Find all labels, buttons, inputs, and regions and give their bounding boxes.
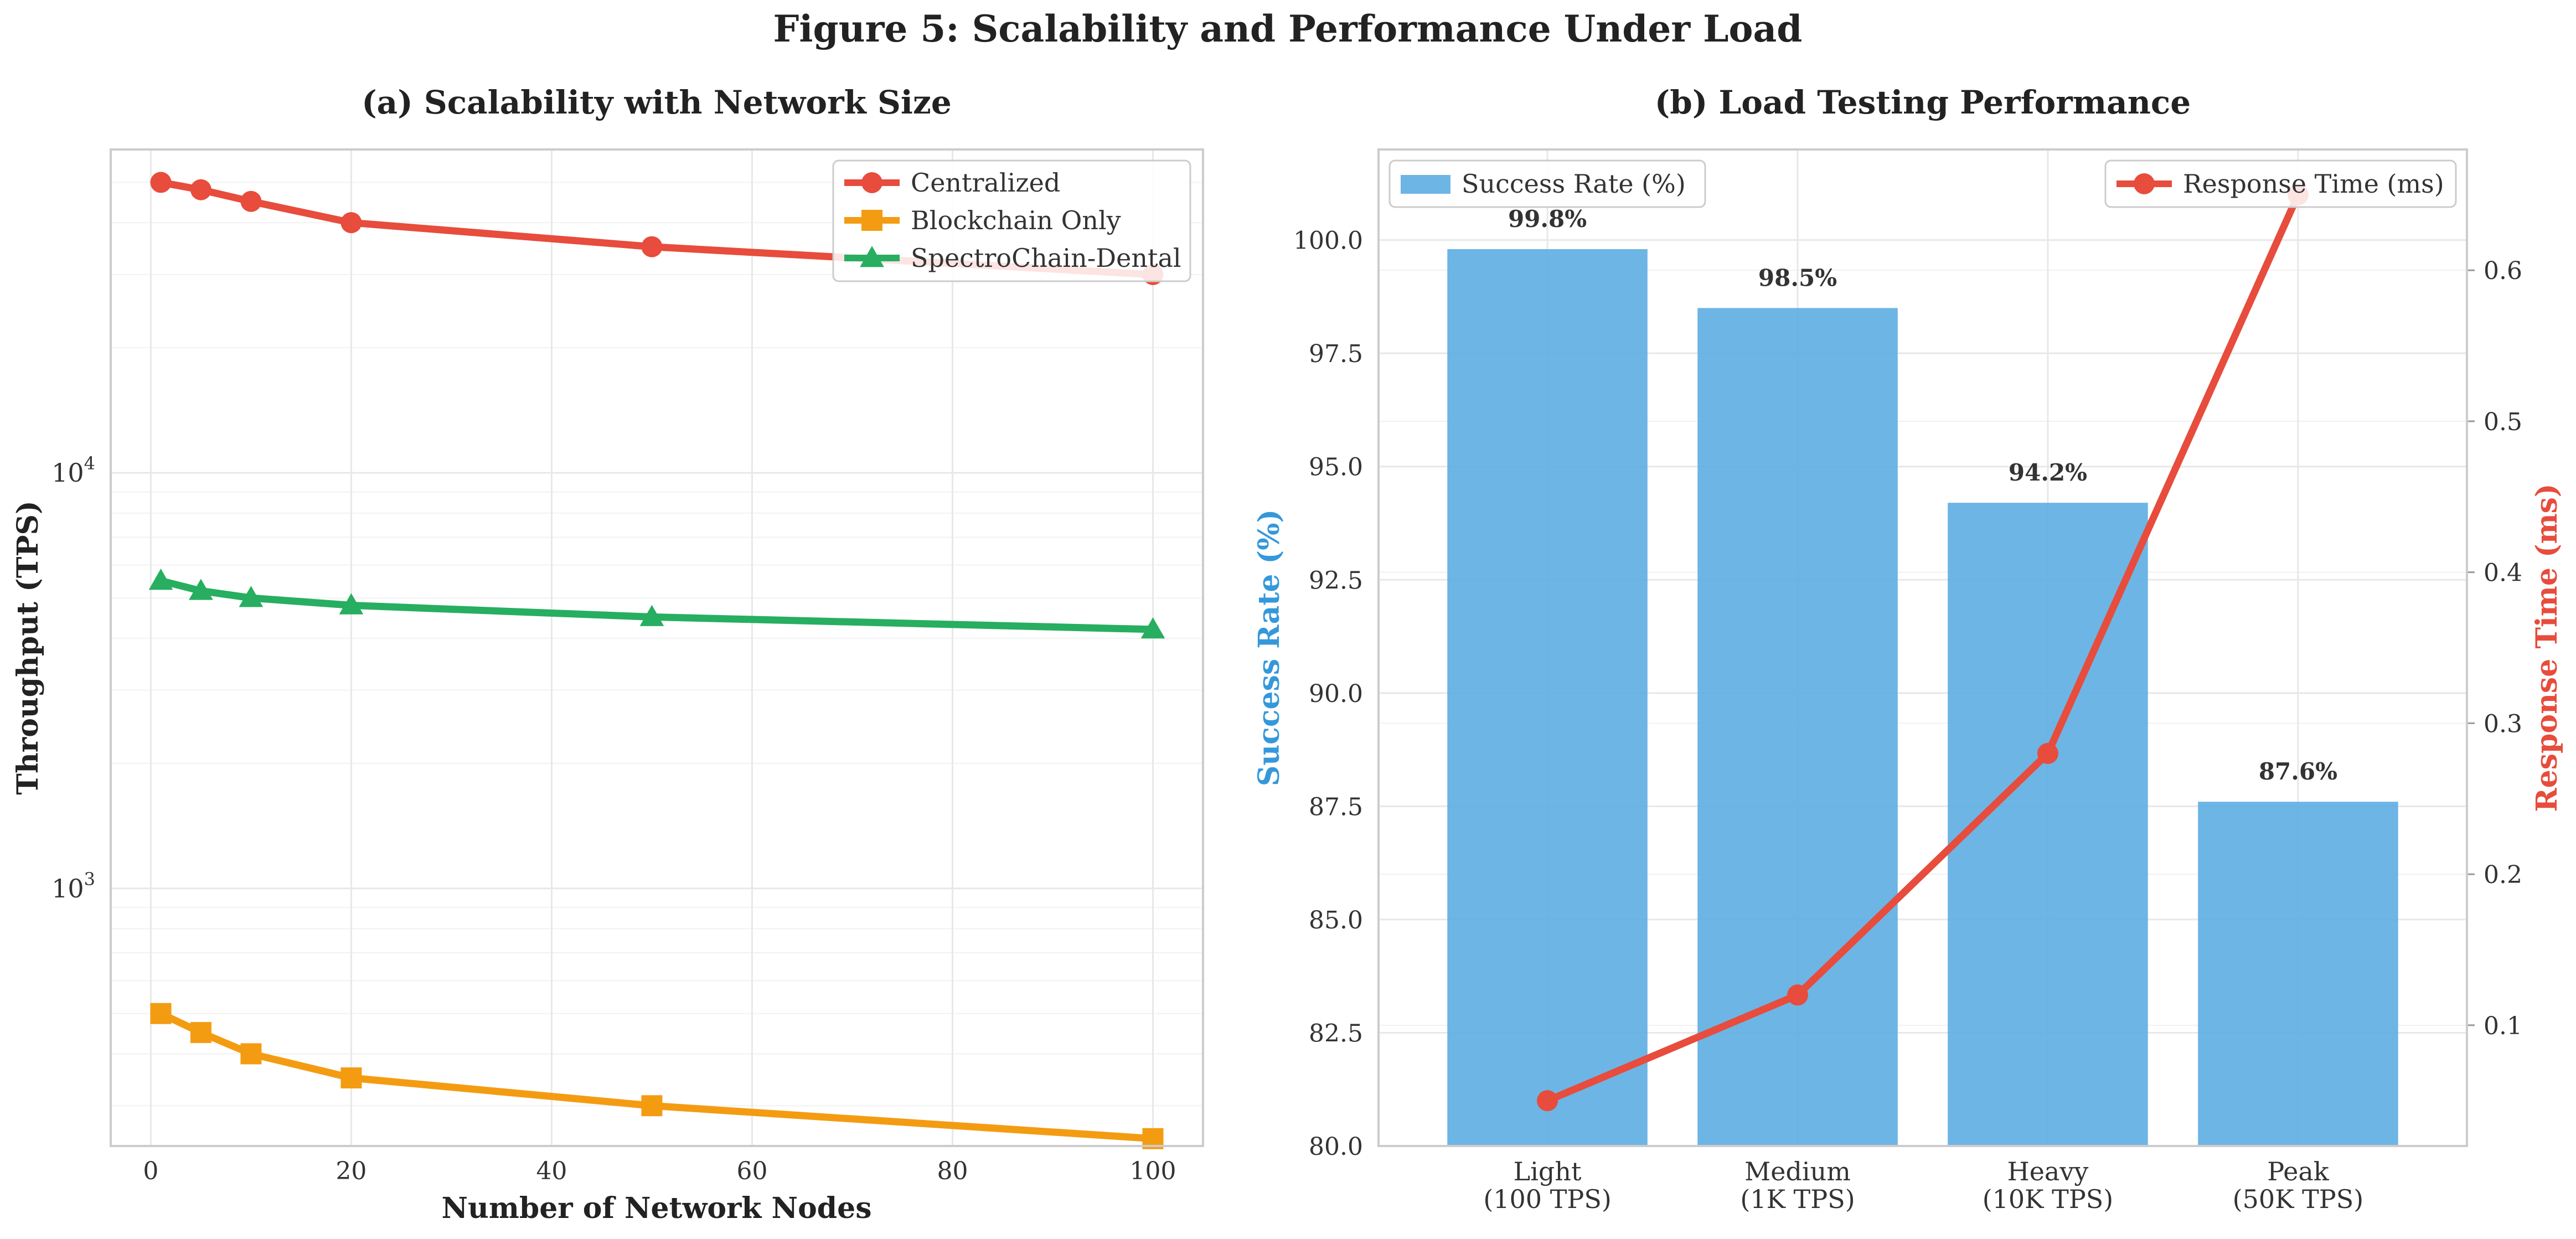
- data-point: [639, 605, 664, 626]
- panel-b-y2-axis-label: Response Time (ms): [2530, 483, 2564, 812]
- series-blockchain-only: [150, 1003, 1164, 1149]
- series-spectrochain-dental: [148, 569, 1165, 639]
- x-tick-label: 20: [335, 1157, 366, 1185]
- y2-tick-label: 0.6: [2484, 257, 2522, 285]
- panel-a-legend: Centralized Blockchain Only SpectroChain-D…: [832, 159, 1191, 282]
- y2-tick-label: 0.4: [2484, 559, 2522, 587]
- legend-box: [832, 159, 1191, 282]
- bar-value-label: 94.2%: [2009, 459, 2087, 486]
- panel-a-title: (a) Scalability with Network Size: [362, 84, 952, 121]
- data-point: [239, 586, 264, 607]
- data-point: [1140, 617, 1165, 639]
- panel-a-x-axis-label: Number of Network Nodes: [441, 1191, 871, 1225]
- y-tick-label: 95.0: [1309, 453, 1363, 482]
- panel-a-scalability: (a) Scalability with Network Size 0 20 40 6…: [11, 84, 1204, 1225]
- x-tick-sublabel: (100 TPS): [1483, 1184, 1611, 1214]
- x-tick-sublabel: (10K TPS): [1983, 1184, 2114, 1214]
- panel-a-y-axis-label: Throughput (TPS): [11, 500, 45, 794]
- legend-bar-swatch: [1401, 175, 1450, 194]
- legend-marker: [861, 210, 882, 231]
- y2-tick-label: 0.2: [2484, 861, 2522, 889]
- x-tick-sublabel: (1K TPS): [1740, 1184, 1855, 1214]
- panel-b-title: (b) Load Testing Performance: [1655, 84, 2191, 121]
- y2-tick-label: 0.5: [2484, 408, 2522, 436]
- data-point: [641, 236, 663, 257]
- x-tick-label: 80: [937, 1157, 968, 1185]
- legend-right-box: [2104, 159, 2457, 208]
- y2-tick-label: 0.1: [2484, 1012, 2522, 1040]
- x-tick-sublabel: (50K TPS): [2233, 1184, 2364, 1214]
- data-point: [150, 172, 172, 193]
- x-tick-label: 40: [536, 1157, 567, 1185]
- response-time-point: [1787, 984, 1809, 1006]
- data-point: [148, 569, 173, 590]
- legend-marker: [2134, 173, 2155, 194]
- legend-left-box: [1388, 159, 1706, 208]
- series-line: [157, 577, 1157, 633]
- x-tick-label: 100: [1130, 1157, 1176, 1185]
- y-tick-label: 92.5: [1309, 566, 1363, 595]
- data-point: [150, 1003, 172, 1024]
- data-point: [339, 593, 364, 615]
- y-tick-label: 97.5: [1309, 340, 1363, 368]
- x-tick-label: Peak: [2267, 1157, 2330, 1186]
- data-point: [641, 1095, 663, 1117]
- y-tick-label: 103: [51, 869, 95, 904]
- bar: [1697, 308, 1898, 1146]
- panel-b-frame: [1377, 148, 2468, 1147]
- x-tick-label: 60: [736, 1157, 767, 1185]
- bar-value-label: 87.6%: [2259, 758, 2337, 785]
- x-tick-label: Heavy: [2007, 1157, 2089, 1186]
- y-tick-label: 80.0: [1309, 1133, 1363, 1161]
- y-tick-label: 90.0: [1309, 680, 1363, 708]
- y-tick-label: 87.5: [1309, 793, 1363, 821]
- x-tick-label: Medium: [1744, 1157, 1851, 1186]
- legend-label: Centralized: [911, 168, 1060, 198]
- panel-b-y-axis-label: Success Rate (%): [1252, 509, 1286, 786]
- data-point: [189, 579, 213, 600]
- series-line: [157, 1010, 1157, 1143]
- y-tick-label: 82.5: [1309, 1019, 1363, 1047]
- legend-label: SpectroChain-Dental: [911, 243, 1181, 273]
- data-point: [240, 1043, 262, 1065]
- data-point: [340, 1067, 362, 1089]
- bar: [1447, 249, 1648, 1146]
- panel-a-frame: [110, 148, 1204, 1147]
- figure-title: Figure 5: Scalability and Performance Un…: [773, 7, 1803, 50]
- y2-tick-label: 0.3: [2484, 710, 2522, 738]
- response-time-line: [1543, 191, 2302, 1104]
- response-time-point: [1537, 1090, 1558, 1112]
- y-tick-label: 104: [51, 453, 95, 488]
- bar: [2198, 802, 2398, 1146]
- x-tick-label: Light: [1514, 1157, 1582, 1186]
- panel-b-load-testing: (b) Load Testing Performance 99.8% 98.5% 9…: [1252, 84, 2564, 1214]
- data-point: [340, 212, 362, 234]
- response-time-point: [2037, 742, 2058, 764]
- bar-value-label: 98.5%: [1758, 264, 1837, 291]
- legend-marker: [861, 172, 882, 193]
- legend-marker: [860, 246, 884, 267]
- data-point: [240, 190, 262, 212]
- legend-label: Blockchain Only: [911, 205, 1121, 235]
- panel-b-legends: Success Rate (%) Response Time (ms): [1388, 159, 2457, 208]
- legend-label: Response Time (ms): [2183, 169, 2444, 199]
- legend-label: Success Rate (%): [1462, 169, 1686, 199]
- x-tick-label: 0: [143, 1157, 158, 1185]
- data-point: [190, 179, 211, 200]
- data-point: [190, 1022, 211, 1044]
- bar-value-label: 99.8%: [1508, 205, 1587, 233]
- y-tick-label: 85.0: [1309, 906, 1363, 935]
- y-tick-label: 100.0: [1293, 227, 1363, 255]
